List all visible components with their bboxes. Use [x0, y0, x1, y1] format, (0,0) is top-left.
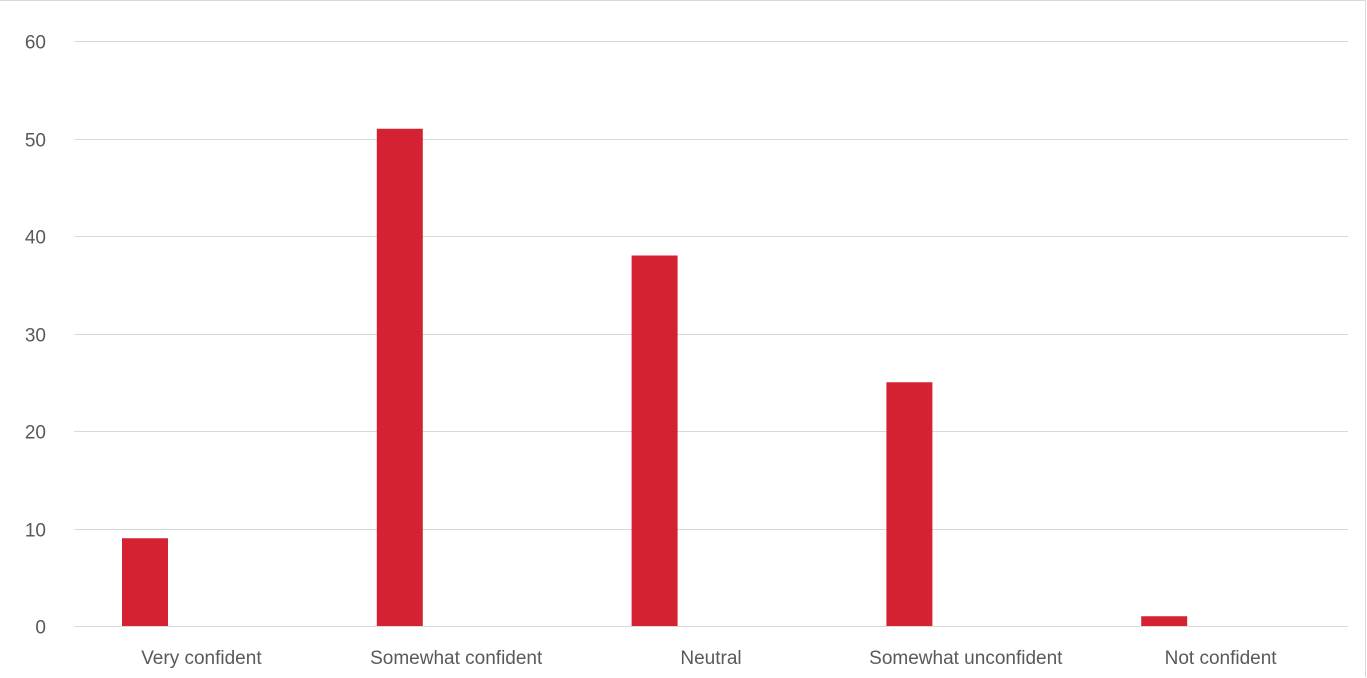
bar-not-confident	[1141, 616, 1188, 626]
y-tick-label: 30	[25, 326, 46, 347]
bar-somewhat-unconfident	[886, 382, 933, 626]
x-category-label: Somewhat unconfident	[869, 648, 1063, 669]
x-axis-labels: Very confident Somewhat confident Neutral S…	[141, 648, 1277, 669]
bar-very-confident	[122, 538, 168, 626]
x-category-label: Somewhat confident	[370, 648, 543, 669]
gridlines	[74, 41, 1348, 627]
y-tick-label: 10	[25, 521, 46, 542]
y-axis-ticks: 0 10 20 30 40 50 60	[25, 33, 46, 639]
x-category-label: Neutral	[680, 648, 741, 669]
bar-somewhat-confident	[376, 128, 423, 626]
y-tick-label: 0	[35, 618, 46, 639]
bars	[122, 128, 1188, 626]
x-category-label: Not confident	[1165, 648, 1278, 669]
y-tick-label: 50	[25, 131, 46, 152]
bar-neutral	[631, 255, 678, 626]
y-tick-label: 20	[25, 423, 46, 444]
y-tick-label: 40	[25, 228, 46, 249]
y-tick-label: 60	[25, 33, 46, 54]
x-category-label: Very confident	[141, 648, 262, 669]
